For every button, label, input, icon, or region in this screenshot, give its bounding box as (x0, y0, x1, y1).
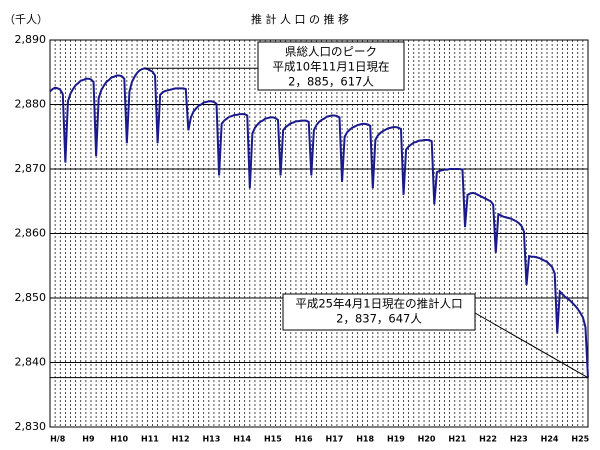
annotation-text: 2，885，617人 (288, 75, 374, 89)
x-tick-label: H25 (571, 435, 589, 444)
chart-title: 推 計 人 口 の 推 移 (251, 12, 349, 26)
y-tick-label: 2,870 (15, 162, 47, 175)
latest-leader (474, 312, 589, 379)
annotation-text: 平成25年4月1日現在の推計人口 (295, 297, 462, 311)
x-tick-label: H22 (479, 435, 497, 444)
plot-frame (49, 39, 589, 428)
x-tick-label: H24 (541, 435, 559, 444)
x-tick-label: H14 (233, 435, 251, 444)
y-tick-label: 2,840 (15, 356, 47, 369)
y-tick-label: 2,860 (15, 227, 47, 240)
x-tick-label: H11 (141, 435, 159, 444)
y-tick-label: 2,850 (15, 291, 47, 304)
x-tick-label: H12 (172, 435, 190, 444)
x-tick-label: H23 (510, 435, 528, 444)
x-tick-label: H9 (82, 435, 95, 444)
annotation-text: 平成10年11月1日現在 (272, 60, 389, 74)
x-tick-label: H10 (110, 435, 128, 444)
x-tick-label: H16 (295, 435, 313, 444)
x-tick-label: H13 (202, 435, 220, 444)
x-tick-label: H/8 (50, 435, 66, 444)
x-tick-label: H21 (448, 435, 466, 444)
annotation-box (257, 41, 405, 91)
y-tick-label: 2,880 (15, 98, 47, 111)
data-line (49, 67, 589, 378)
annotation-text: 県総人口のピーク (285, 45, 377, 59)
annotation-box (282, 293, 476, 331)
y-tick-label: 2,830 (15, 420, 47, 433)
x-tick-label: H17 (325, 435, 343, 444)
annotation-text: 2，837，647人 (336, 312, 422, 326)
x-tick-label: H19 (387, 435, 405, 444)
x-tick-label: H18 (356, 435, 374, 444)
y-tick-label: 2,890 (15, 33, 47, 46)
x-tick-label: H15 (264, 435, 282, 444)
x-tick-label: H20 (418, 435, 436, 444)
y-axis-label: （千人） (4, 13, 48, 26)
